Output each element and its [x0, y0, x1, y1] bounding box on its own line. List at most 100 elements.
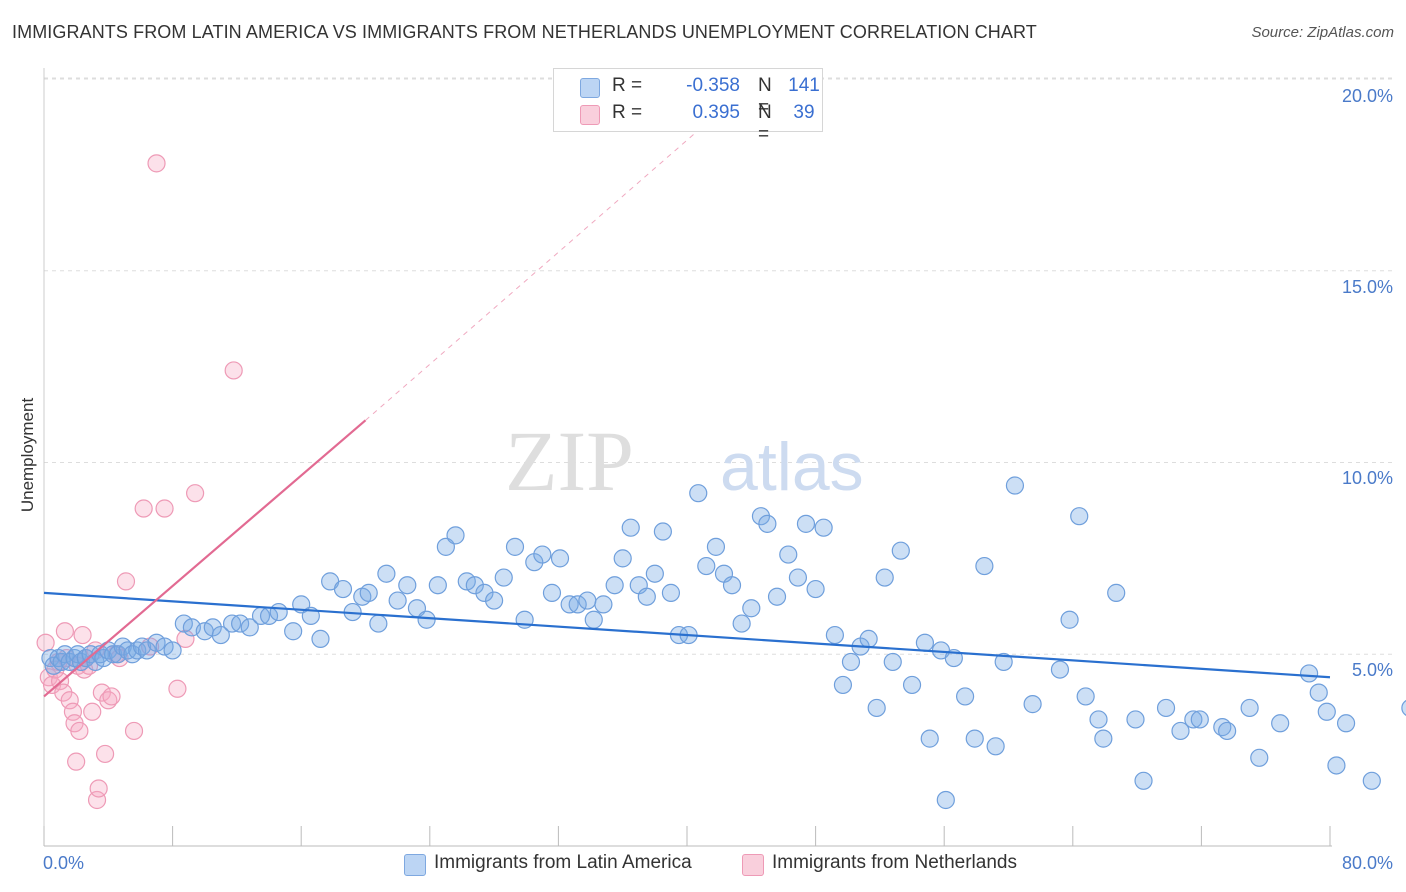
- legend-swatch-blue: [404, 854, 426, 876]
- data-point-latin-america: [485, 591, 504, 610]
- data-point-latin-america: [137, 641, 156, 660]
- data-point-latin-america: [1190, 710, 1209, 729]
- data-point-latin-america: [388, 591, 407, 610]
- legend-n-label: N =: [758, 102, 772, 145]
- data-point-latin-america: [806, 579, 825, 599]
- data-point-latin-america: [975, 556, 994, 576]
- data-point-latin-america: [333, 579, 353, 599]
- y-tick-label: 20.0%: [1341, 86, 1393, 106]
- data-point-latin-america: [875, 568, 894, 587]
- data-point-latin-america: [1134, 771, 1153, 790]
- data-point-netherlands: [134, 499, 153, 518]
- x-tick-label: 0.0%: [43, 853, 85, 873]
- data-point-latin-america: [661, 583, 681, 602]
- watermark: ZIP atlas: [505, 413, 864, 509]
- legend-n-value: 141: [788, 75, 820, 96]
- data-point-latin-america: [1327, 756, 1346, 775]
- data-point-netherlands: [89, 779, 108, 798]
- data-point-latin-america: [986, 737, 1005, 756]
- data-point-latin-america: [1076, 687, 1095, 706]
- netherlands-points: [36, 154, 243, 810]
- legend-n-value: 39: [793, 102, 815, 123]
- data-point-netherlands: [83, 702, 102, 721]
- data-point-latin-america: [1023, 695, 1042, 714]
- data-point-latin-america: [936, 790, 955, 810]
- data-point-latin-america: [1362, 771, 1381, 790]
- data-point-latin-america: [867, 698, 886, 718]
- data-point-latin-america: [767, 587, 787, 606]
- data-point-latin-america: [1171, 721, 1190, 741]
- trend-lines: [43, 97, 1331, 698]
- data-point-latin-america: [377, 564, 396, 583]
- data-point-netherlands: [73, 625, 92, 645]
- legend-swatch-blue: [580, 78, 600, 98]
- legend-r-value: -0.358: [686, 75, 740, 96]
- data-point-latin-america: [465, 576, 484, 595]
- data-point-latin-america: [550, 549, 570, 568]
- data-point-latin-america: [369, 614, 388, 633]
- data-point-latin-america: [706, 537, 726, 556]
- data-point-netherlands: [70, 721, 89, 741]
- data-point-latin-america: [1271, 714, 1290, 733]
- data-point-latin-america: [965, 729, 984, 748]
- data-point-netherlands: [116, 572, 136, 591]
- data-point-latin-america: [732, 614, 751, 633]
- data-point-latin-america: [533, 545, 552, 564]
- data-point-latin-america: [1401, 699, 1406, 716]
- data-point-latin-america: [621, 518, 640, 537]
- data-point-latin-america: [758, 514, 777, 533]
- data-point-latin-america: [1156, 698, 1176, 718]
- data-point-latin-america: [1309, 683, 1328, 702]
- data-point-latin-america: [891, 541, 910, 560]
- trend-line-latin-america: [43, 591, 1331, 679]
- y-axis-label: Unemployment: [18, 397, 37, 513]
- source-label: Source: ZipAtlas.com: [1251, 24, 1394, 41]
- data-point-latin-america: [284, 622, 303, 641]
- data-point-latin-america: [211, 625, 230, 645]
- data-point-netherlands: [63, 702, 83, 721]
- data-point-latin-america: [796, 514, 816, 533]
- data-point-latin-america: [1126, 710, 1145, 729]
- data-point-latin-america: [494, 568, 513, 587]
- data-point-latin-america: [697, 556, 716, 576]
- data-point-latin-america: [742, 599, 761, 618]
- data-point-latin-america: [920, 729, 939, 748]
- data-point-latin-america: [645, 564, 664, 583]
- data-point-netherlands: [155, 499, 174, 518]
- data-point-latin-america: [689, 484, 708, 503]
- data-point-latin-america: [1218, 721, 1237, 741]
- data-point-latin-america: [1240, 698, 1259, 718]
- data-point-latin-america: [240, 618, 259, 637]
- data-point-latin-america: [311, 629, 330, 649]
- data-point-latin-america: [1317, 702, 1336, 721]
- data-point-latin-america: [994, 652, 1013, 672]
- data-point-latin-america: [1107, 583, 1126, 602]
- data-point-latin-america: [1336, 714, 1356, 733]
- legend-label: Immigrants from Latin America: [434, 852, 692, 873]
- data-point-latin-america: [1005, 476, 1025, 495]
- data-point-latin-america: [584, 610, 603, 629]
- data-point-netherlands: [186, 484, 205, 503]
- data-point-latin-america: [825, 625, 844, 645]
- data-point-latin-america: [417, 610, 436, 629]
- latin-america-points: [41, 476, 1406, 810]
- data-point-latin-america: [1300, 664, 1319, 683]
- y-tick-label: 15.0%: [1341, 277, 1393, 297]
- legend-swatch-pink: [580, 105, 600, 125]
- data-point-latin-america: [505, 537, 525, 556]
- axis-layer: [43, 68, 1332, 847]
- data-point-netherlands: [147, 154, 166, 173]
- trend-line-netherlands-extension: [365, 97, 736, 421]
- data-point-latin-america: [1089, 710, 1108, 729]
- data-point-netherlands: [224, 361, 243, 380]
- data-point-latin-america: [883, 652, 902, 672]
- data-point-latin-america: [915, 633, 935, 652]
- data-point-latin-america: [428, 576, 447, 595]
- data-point-latin-america: [578, 591, 597, 610]
- y-tick-label: 5.0%: [1351, 660, 1393, 680]
- data-point-latin-america: [722, 576, 742, 595]
- legend-label: Immigrants from Netherlands: [772, 852, 1017, 873]
- data-point-netherlands: [95, 744, 115, 764]
- chart-title: IMMIGRANTS FROM LATIN AMERICA VS IMMIGRA…: [12, 22, 1037, 42]
